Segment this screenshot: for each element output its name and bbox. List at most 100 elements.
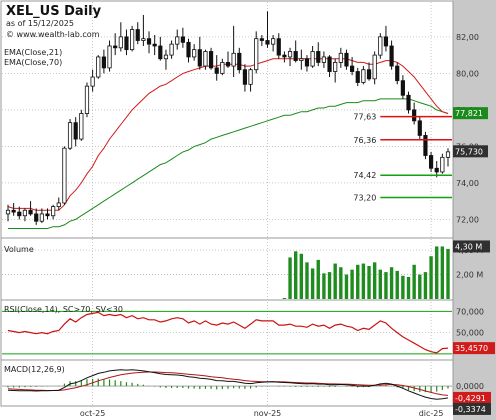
legend-ema21: EMA(Close,21) bbox=[4, 48, 62, 57]
volume-bar bbox=[350, 269, 354, 299]
axis-layer: oct-25nov-25dic-2582,0080,0078,0076,0074… bbox=[80, 33, 495, 418]
candle-up bbox=[299, 58, 304, 61]
macd-layer bbox=[2, 369, 452, 400]
candle-down bbox=[152, 43, 157, 47]
candle-up bbox=[39, 213, 44, 222]
macd-tick-label: 0,0000 bbox=[456, 382, 484, 391]
rsi-panel bbox=[0, 299, 454, 361]
candle-up bbox=[287, 51, 293, 58]
candle-up bbox=[338, 52, 343, 63]
candle-down bbox=[276, 38, 281, 56]
candle-down bbox=[389, 45, 394, 67]
volume-bar bbox=[429, 256, 433, 299]
candle-down bbox=[366, 69, 372, 80]
candle-up bbox=[254, 38, 259, 71]
volume-bar bbox=[401, 275, 405, 299]
price-tag-label: 77,821 bbox=[455, 109, 483, 118]
candle-down bbox=[344, 52, 349, 67]
volume-bar bbox=[395, 270, 399, 299]
volume-bar bbox=[389, 267, 394, 299]
volume-bar bbox=[294, 251, 298, 299]
candle-down bbox=[395, 65, 400, 82]
volume-panel bbox=[0, 237, 454, 301]
volume-bar bbox=[423, 272, 428, 299]
volume-title: Volume bbox=[4, 245, 34, 254]
candle-down bbox=[327, 56, 332, 72]
candle-up bbox=[22, 209, 28, 217]
rsi-tag bbox=[453, 342, 495, 355]
candle-down bbox=[355, 71, 360, 83]
candle-up bbox=[130, 29, 135, 51]
candle-up bbox=[310, 51, 315, 67]
candle-up bbox=[175, 36, 180, 45]
candle-down bbox=[265, 40, 270, 45]
volume-bar bbox=[327, 272, 332, 299]
candle-down bbox=[197, 49, 202, 67]
candle-down bbox=[242, 69, 248, 85]
x-tick-label: dic-25 bbox=[419, 409, 444, 418]
signal-tag bbox=[453, 402, 491, 415]
candle-down bbox=[124, 36, 129, 51]
volume-bar bbox=[356, 264, 360, 299]
macd-tag-label: -0,4291 bbox=[455, 394, 486, 403]
candle-down bbox=[225, 62, 231, 67]
candle-up bbox=[90, 76, 95, 87]
candle-down bbox=[434, 167, 439, 173]
candle-down bbox=[428, 155, 434, 169]
candle-up bbox=[333, 62, 338, 72]
chart-site: © www.wealth-lab.com bbox=[6, 30, 100, 39]
candle-down bbox=[34, 213, 39, 222]
candle-up bbox=[62, 147, 67, 204]
volume-bar bbox=[288, 257, 292, 299]
price-tag bbox=[453, 107, 488, 120]
volume-bar bbox=[322, 273, 326, 299]
candle-down bbox=[282, 54, 287, 58]
rsi-tick-label: 50,000 bbox=[456, 329, 484, 338]
volume-bar bbox=[361, 263, 366, 299]
volume-bar bbox=[412, 264, 416, 299]
candle-up bbox=[445, 151, 451, 158]
rsi-tag-label: 35,4570 bbox=[455, 344, 488, 353]
volume-tag bbox=[453, 240, 490, 253]
candle-up bbox=[5, 209, 11, 215]
candle-up bbox=[169, 43, 174, 56]
candle-up bbox=[378, 36, 383, 56]
chart-date: as of 15/12/2025 bbox=[6, 19, 74, 28]
candle-down bbox=[17, 211, 22, 217]
volume-bar bbox=[310, 268, 315, 299]
candle-down bbox=[259, 38, 264, 41]
legend-ema70: EMA(Close,70) bbox=[4, 58, 62, 67]
rsi-line bbox=[7, 311, 449, 354]
candle-up bbox=[203, 51, 208, 67]
volume-bar bbox=[344, 274, 349, 299]
x-tick-label: nov-25 bbox=[254, 409, 282, 418]
x-tick-label: oct-25 bbox=[80, 409, 106, 418]
candle-down bbox=[417, 120, 422, 136]
volume-bar bbox=[384, 272, 388, 299]
volume-bar bbox=[378, 269, 382, 299]
price-axis-bg bbox=[453, 0, 496, 420]
candle-up bbox=[361, 69, 366, 83]
candle-up bbox=[192, 49, 197, 58]
candle-down bbox=[214, 67, 219, 74]
candle-down bbox=[304, 58, 310, 67]
signal-tag-label: -0,3374 bbox=[455, 405, 486, 414]
candle-up bbox=[220, 62, 225, 74]
candle-up bbox=[51, 206, 56, 217]
candle-down bbox=[158, 45, 163, 60]
candle-down bbox=[28, 209, 33, 215]
candle-up bbox=[163, 54, 169, 60]
price-tick-label: 82,00 bbox=[456, 33, 479, 42]
macd-title: MACD(12,26,9) bbox=[4, 365, 65, 374]
candle-down bbox=[11, 209, 16, 213]
ema70-line bbox=[8, 98, 449, 229]
macd-line bbox=[7, 369, 449, 400]
candle-up bbox=[118, 36, 123, 49]
price-tick-label: 80,00 bbox=[456, 69, 479, 78]
candle-up bbox=[271, 38, 276, 45]
rsi-title: RSI(Close,14), SC>70, SV<30 bbox=[4, 305, 123, 314]
candle-up bbox=[67, 122, 73, 149]
volume-bar bbox=[418, 274, 422, 299]
chart-title: XEL_US Daily bbox=[6, 4, 102, 19]
candle-down bbox=[406, 94, 411, 111]
